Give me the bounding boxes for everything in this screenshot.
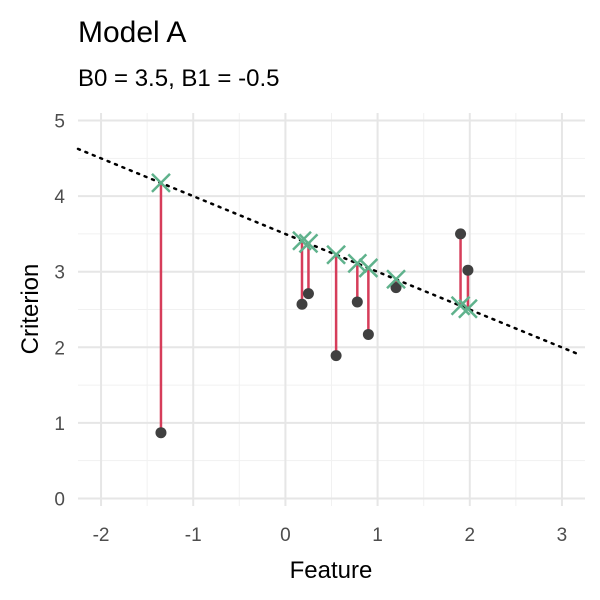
y-tick-label: 4 xyxy=(54,187,65,208)
predicted-marker-layer xyxy=(151,173,478,319)
y-tick-label: 0 xyxy=(54,489,65,510)
residual-layer xyxy=(159,182,470,433)
chart-subtitle: B0 = 3.5, B1 = -0.5 xyxy=(78,65,279,92)
observed-point xyxy=(362,328,374,340)
predicted-marker xyxy=(292,230,312,251)
observed-point xyxy=(296,298,308,310)
x-tick-label: 3 xyxy=(557,525,568,546)
predicted-marker-stroke xyxy=(450,295,471,316)
point-layer xyxy=(155,228,474,439)
predicted-marker-stroke xyxy=(298,233,319,254)
x-tick-label: 2 xyxy=(464,525,475,546)
x-tick-label: -2 xyxy=(93,525,110,546)
predicted-marker-stroke xyxy=(358,258,379,278)
observed-point xyxy=(302,288,314,300)
model-line xyxy=(76,147,582,357)
y-tick-label: 5 xyxy=(54,112,65,133)
model-line-layer xyxy=(76,147,582,357)
observed-point xyxy=(155,427,167,439)
observed-point xyxy=(330,350,342,362)
y-axis-title: Criterion xyxy=(17,264,44,355)
x-tick-label: 0 xyxy=(280,525,291,546)
predicted-marker-stroke xyxy=(347,253,368,274)
predicted-marker-stroke xyxy=(292,230,312,251)
predicted-marker-stroke xyxy=(151,173,171,193)
predicted-marker xyxy=(347,253,368,274)
y-tick-label: 3 xyxy=(54,263,65,284)
predicted-marker xyxy=(358,258,379,278)
predicted-marker xyxy=(458,298,478,319)
predicted-marker-stroke xyxy=(458,298,478,319)
x-tick-label: -1 xyxy=(185,525,202,546)
predicted-marker xyxy=(151,173,171,193)
y-tick-label: 2 xyxy=(54,338,65,359)
y-tick-labels: 0 1 2 3 4 5 xyxy=(54,112,65,511)
observed-point xyxy=(390,282,402,294)
x-tick-labels: -2 -1 0 1 2 3 xyxy=(93,525,568,546)
y-tick-label: 1 xyxy=(54,414,65,435)
observed-point xyxy=(462,264,474,276)
x-tick-label: 1 xyxy=(372,525,383,546)
predicted-marker-stroke xyxy=(326,244,346,265)
predicted-marker xyxy=(326,244,346,265)
chart-title: Model A xyxy=(78,16,186,49)
predicted-marker xyxy=(298,233,319,254)
observed-point xyxy=(455,228,467,240)
predicted-marker xyxy=(386,269,406,290)
predicted-marker-stroke xyxy=(386,269,406,290)
grid xyxy=(78,113,585,506)
x-axis-title: Feature xyxy=(290,557,373,584)
observed-point xyxy=(351,296,363,308)
